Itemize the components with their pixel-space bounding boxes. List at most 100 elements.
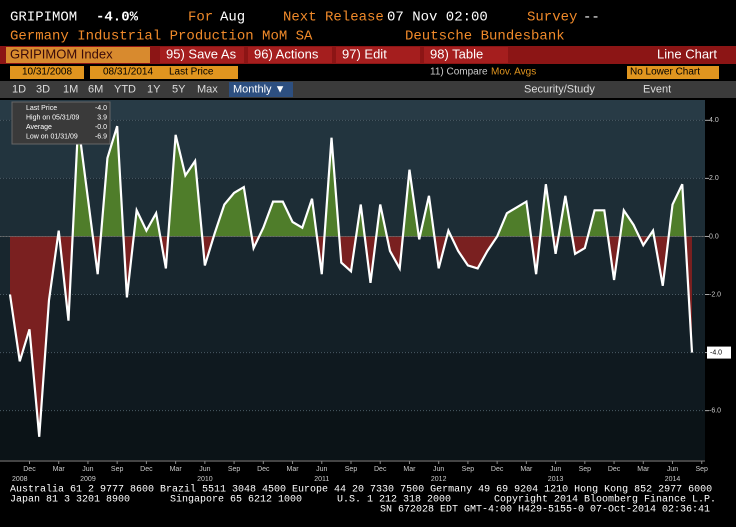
button[interactable]: 95) Save As (166, 46, 237, 61)
button-bg[interactable] (160, 47, 244, 63)
range-tab[interactable]: 1Y (147, 83, 161, 95)
mov-avgs[interactable]: Mov. Avgs (491, 67, 536, 78)
x-tick-label: Mar (520, 466, 533, 473)
footer-line: Copyright 2014 Bloomberg Finance L.P. (494, 494, 716, 506)
x-tick-label: Dec (140, 466, 153, 473)
x-tick-label: Mar (170, 466, 183, 473)
end: 08/31/2014 (103, 67, 153, 78)
security-name: Germany Industrial Production MoM SA (10, 29, 313, 45)
footer-line: Singapore 65 6212 1000 (170, 494, 302, 506)
next-date: 07 Nov 02:00 (387, 10, 488, 26)
x-tick-label: Jun (316, 466, 327, 473)
legend-label: Last Price (26, 105, 57, 112)
event[interactable]: Event (643, 83, 671, 95)
year-label: 2014 (665, 476, 681, 483)
legend-label: Average (26, 124, 52, 131)
year-label: 2013 (548, 476, 564, 483)
field-box[interactable] (166, 66, 238, 79)
range-tab[interactable]: Max (197, 83, 218, 95)
y-tick-label: 4.0 (709, 117, 719, 124)
x-tick-label: Jun (433, 466, 444, 473)
x-tick-label: Mar (637, 466, 650, 473)
compare[interactable]: 11) Compare (430, 67, 488, 78)
start-field[interactable] (10, 66, 84, 79)
survey: -- (583, 10, 600, 26)
legend-value: 3.9 (97, 114, 107, 121)
footer-line: SN 672028 EDT GMT-4:00 H429-5155-0 07-Oc… (380, 505, 710, 516)
x-tick-label: Sep (345, 466, 358, 473)
x-tick-label: Jun (667, 466, 678, 473)
x-tick-label: Sep (111, 466, 124, 473)
button[interactable]: 97) Edit (342, 46, 387, 61)
year-label: 2011 (314, 476, 329, 483)
legend (11, 101, 111, 145)
range-tab[interactable]: 1D (12, 83, 26, 95)
next-label: Next Release (283, 10, 384, 26)
y-tick-label: 2.0 (709, 175, 719, 182)
end-field[interactable] (90, 66, 166, 79)
legend-label: High on 05/31/09 (26, 114, 79, 121)
range-tab[interactable]: 6M (88, 83, 103, 95)
last-tag (707, 346, 731, 359)
legend-label: Low on 01/31/09 (26, 133, 78, 140)
y-tick-label: -2.0 (709, 291, 721, 298)
x-tick-label: Mar (287, 466, 300, 473)
start: 10/31/2008 (22, 67, 72, 78)
lower-box[interactable] (627, 66, 719, 79)
survey-label: Survey (527, 10, 577, 26)
last-value: -4.0 (710, 349, 722, 356)
tabbar (0, 81, 736, 98)
frequency: Monthly ▼ (233, 83, 285, 95)
x-tick-label: Dec (23, 466, 36, 473)
x-tick-label: Mar (403, 466, 416, 473)
chart-kind[interactable]: Line Chart (657, 46, 717, 61)
year-label: 2012 (431, 476, 447, 483)
legend-value: -0.0 (95, 124, 107, 131)
footer-line: U.S. 1 212 318 2000 (337, 495, 451, 506)
button-bg[interactable] (248, 47, 332, 63)
x-tick-label: Dec (374, 466, 387, 473)
y-tick-label: 0.0 (709, 233, 719, 240)
x-tick-label: Jun (82, 466, 93, 473)
x-tick-label: Jun (550, 466, 561, 473)
range-tab[interactable]: 3D (36, 83, 50, 95)
x-tick-label: Sep (696, 466, 709, 473)
x-tick-label: Dec (257, 466, 270, 473)
x-tick-label: Jun (199, 466, 210, 473)
band (0, 352, 705, 411)
price-line (8, 123, 694, 437)
ticker: GRIPIMOM (10, 10, 77, 26)
last: -4.0% (96, 10, 139, 26)
freq-box[interactable] (229, 82, 293, 97)
x-tick-label: Sep (228, 466, 241, 473)
x-tick-label: Dec (491, 466, 504, 473)
band (0, 100, 705, 121)
field: Last Price (169, 67, 214, 78)
x-tick-label: Sep (462, 466, 475, 473)
button[interactable]: 98) Table (430, 46, 483, 61)
y-tick-label: -6.0 (709, 407, 721, 414)
footer-line: Japan 81 3 3201 8900 (10, 495, 130, 506)
range-tab[interactable]: YTD (114, 83, 136, 95)
year-label: 2010 (197, 476, 213, 483)
button-bg[interactable] (424, 47, 508, 63)
range-tab[interactable]: 5Y (172, 83, 186, 95)
x-axis-bg (0, 460, 736, 485)
range-tab[interactable]: 1M (63, 83, 78, 95)
year-label: 2008 (12, 476, 28, 483)
period: Aug (220, 10, 245, 26)
source: Deutsche Bundesbank (405, 29, 565, 45)
lower: No Lower Chart (630, 67, 700, 78)
button[interactable]: 96) Actions (254, 46, 319, 61)
footer-line: Australia 61 2 9777 8600 Brazil 5511 304… (10, 484, 712, 496)
year-label: 2009 (80, 476, 96, 483)
band (0, 410, 705, 460)
security: GRIPIMOM Index (10, 46, 113, 61)
button-bg[interactable] (336, 47, 420, 63)
study[interactable]: Security/Study (524, 83, 595, 95)
x-tick-label: Mar (53, 466, 66, 473)
legend-value: -6.9 (95, 133, 107, 140)
security-box[interactable] (6, 47, 150, 63)
band (0, 294, 705, 353)
